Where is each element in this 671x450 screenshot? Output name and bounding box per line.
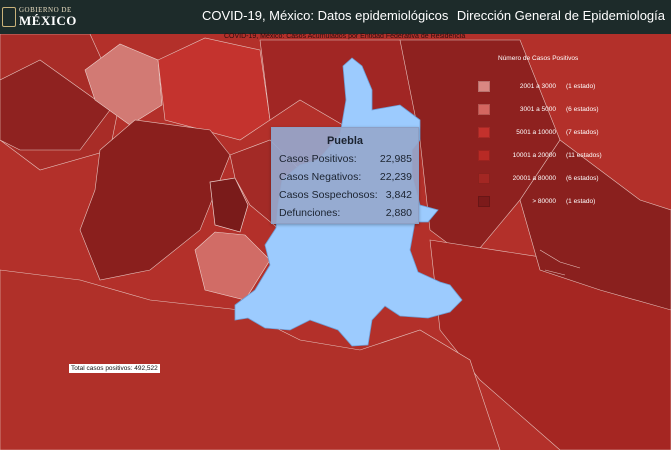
tooltip-label: Casos Negativos: [279,171,362,183]
legend-swatch [478,195,490,207]
map-subtitle: COVID-19, México: Casos Acumulados por E… [224,33,466,40]
tooltip-state-name: Puebla [326,135,364,147]
legend-item: 3001 a 5000 (6 estados) [478,103,599,115]
tooltip-value: 2,880 [385,207,412,219]
eagle-emblem-icon [2,7,16,27]
legend-swatch [478,126,490,138]
legend-swatch [478,103,490,115]
legend-range: 20001 a 80000 [512,174,556,182]
legend-count: (6 estados) [566,174,599,182]
tooltip-value: 22,239 [379,171,412,183]
coastline [539,249,581,276]
state-region-far-east[interactable] [519,139,671,311]
tooltip-value: 22,985 [379,153,412,165]
legend-count: (11 estados) [566,151,602,159]
department-title: Dirección General de Epidemiología [456,8,665,23]
legend-count: (6 estados) [566,105,599,113]
tooltip-label: Casos Positivos: [279,153,357,165]
legend-item: 20001 a 80000 (6 estados) [478,172,599,184]
state-region-south[interactable] [0,269,501,450]
legend-item: 10001 a 20000 (11 estados) [478,149,602,161]
legend-range: > 80000 [532,197,556,205]
mexico-choropleth-map[interactable] [0,34,671,450]
legend-swatch [478,149,490,161]
top-banner: GOBIERNO DE MÉXICO COVID-19, México: Dat… [0,0,671,34]
legend-range: 2001 a 3000 [519,82,556,90]
legend-count: (7 estados) [566,128,599,136]
total-positive-cases-label: Total casos positivos: 492,522 [69,364,160,373]
legend-item: > 80000 (1 estado) [478,195,596,207]
app-title: COVID-19, México: Datos epidemiológicos [202,8,449,23]
legend-item: 5001 a 10000 (7 estados) [478,126,599,138]
legend-item: 2001 a 3000 (1 estado) [478,80,596,92]
tooltip-label: Casos Sospechosos: [279,189,378,201]
legend-range: 5001 a 10000 [516,128,556,136]
state-region-northwest-dark[interactable] [0,59,111,151]
tooltip-value: 3,842 [385,189,412,201]
legend-count: (1 estado) [566,197,596,205]
legend-range: 3001 a 5000 [519,105,556,113]
logo-line-1: GOBIERNO DE [19,6,72,14]
state-region-west-center[interactable] [79,119,231,281]
tooltip-label: Defunciones: [279,207,341,219]
gobierno-logo: GOBIERNO DE MÉXICO [0,0,86,34]
legend-swatch [478,172,490,184]
legend-range: 10001 a 20000 [512,151,556,159]
state-region-small-dark[interactable] [209,177,249,233]
state-tooltip: Puebla Casos Positivos: 22,985 Casos Neg… [271,127,419,224]
legend-count: (1 estado) [566,82,596,90]
logo-line-2: MÉXICO [19,13,77,28]
legend-swatch [478,80,490,92]
legend-title: Número de Casos Positivos [498,55,579,62]
state-region-light-north[interactable] [84,43,163,126]
